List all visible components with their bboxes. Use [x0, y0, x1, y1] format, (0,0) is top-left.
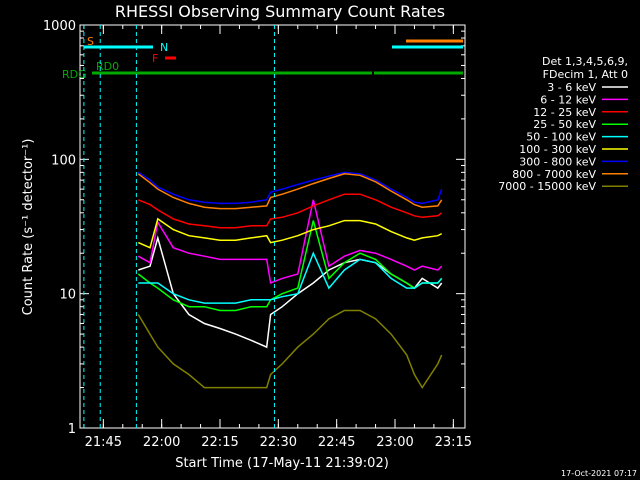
series-line-9 [137, 309, 443, 390]
y-tick-label: 10 [59, 288, 76, 303]
legend-label: 12 - 25 keV [533, 106, 596, 119]
legend-label: 6 - 12 keV [540, 93, 596, 106]
legend-label: 3 - 6 keV [547, 81, 596, 94]
flag-label: N [160, 41, 168, 54]
series-line-3 [138, 193, 443, 229]
flag-label: RDG [62, 68, 87, 81]
x-tick-label: 22:00 [143, 435, 180, 450]
x-tick-label: 22:30 [260, 435, 297, 450]
series-line-7 [137, 171, 443, 205]
series-line-6 [138, 217, 443, 249]
x-tick-label: 21:45 [85, 435, 122, 450]
legend-label: 25 - 50 keV [533, 118, 596, 131]
x-tick-label: 23:15 [435, 435, 472, 450]
series-line-4 [137, 220, 443, 312]
x-tick-label: 23:00 [376, 435, 413, 450]
chart-title: RHESSI Observing Summary Count Rates [115, 2, 445, 21]
legend-header-1: Det 1,3,4,5,6,9, [542, 55, 628, 68]
x-tick-label: 22:45 [318, 435, 355, 450]
y-tick-label: 100 [51, 153, 76, 168]
observing-flags: S NF RD0 RDG [62, 25, 463, 428]
y-tick-label: 1000 [43, 19, 76, 34]
legend-label: 100 - 300 keV [519, 143, 596, 156]
legend-label: 50 - 100 keV [526, 131, 596, 144]
y-axis-label: Count Rate (s⁻¹ detector⁻¹) [21, 139, 36, 316]
flag-label: RD0 [96, 60, 119, 73]
y-tick-label: 1 [68, 422, 76, 437]
legend-header-2: FDecim 1, Att 0 [543, 68, 628, 81]
x-tick-label: 22:15 [201, 435, 238, 450]
series-line-1 [138, 235, 443, 349]
legend-label: 300 - 800 keV [519, 155, 596, 168]
series-line-2 [137, 199, 443, 285]
series-line-5 [138, 251, 443, 304]
footer-date: 17-Oct-2021 07:17 [561, 469, 637, 478]
series-line-8 [137, 173, 443, 210]
plot-area: 1 10 100 1000 21:45 22:00 22:15 22:30 22:45 23:00… [43, 19, 472, 450]
x-axis-label: Start Time (17-May-11 21:39:02) [175, 456, 389, 471]
flag-label: S [87, 35, 94, 48]
plot-frame [79, 24, 466, 429]
legend-label: 7000 - 15000 keV [498, 180, 596, 193]
legend-label: 800 - 7000 keV [512, 168, 596, 181]
flag-label: F [152, 52, 158, 65]
